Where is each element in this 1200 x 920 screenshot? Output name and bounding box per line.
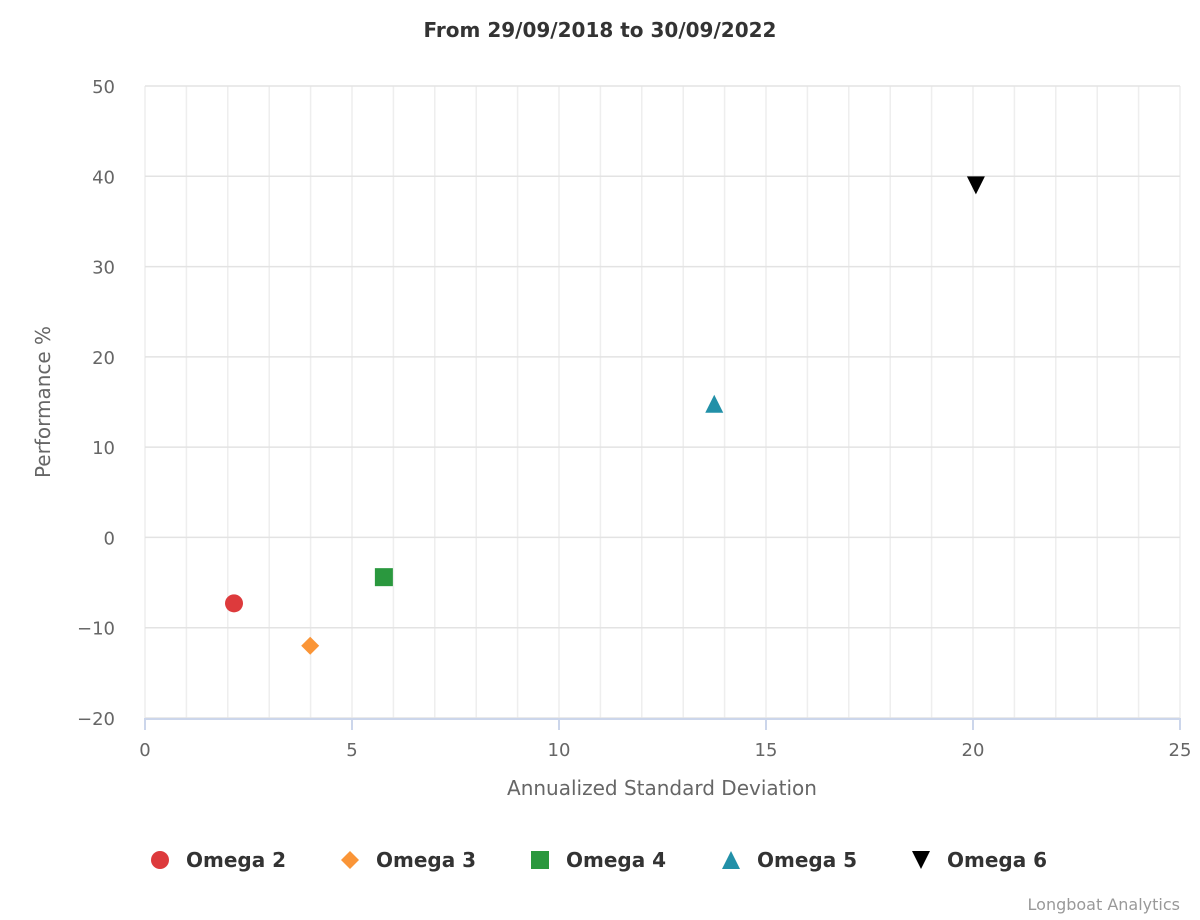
y-tick-label: 30	[92, 258, 115, 279]
legend-symbol-triangle-down-icon	[912, 851, 930, 869]
legend-item[interactable]: Omega 3	[341, 848, 476, 872]
y-tick-label: −20	[77, 709, 115, 730]
x-tick-label: 0	[139, 740, 150, 761]
x-tick-label: 5	[346, 740, 357, 761]
legend-item[interactable]: Omega 6	[912, 848, 1047, 872]
x-axis-title: Annualized Standard Deviation	[507, 776, 817, 800]
y-tick-label: 50	[92, 77, 115, 98]
y-tick-label: 0	[104, 528, 115, 549]
credits[interactable]: Longboat Analytics	[1028, 895, 1180, 914]
point-omega-6	[966, 176, 985, 195]
x-tick-label: 15	[755, 740, 778, 761]
legend-item[interactable]: Omega 2	[151, 848, 286, 872]
legend: Omega 2 Omega 3 Omega 4 Omega 5 Omega 6	[151, 848, 1047, 872]
point-omega-2	[225, 594, 244, 613]
legend-label: Omega 5	[757, 848, 857, 872]
point-omega-5	[705, 394, 724, 413]
grid	[144, 85, 1181, 719]
point-omega-3	[301, 636, 320, 655]
legend-item[interactable]: Omega 4	[531, 848, 666, 872]
legend-item[interactable]: Omega 5	[722, 848, 857, 872]
legend-symbol-diamond-icon	[341, 851, 359, 869]
x-tick-label: 20	[962, 740, 985, 761]
legend-label: Omega 4	[566, 848, 666, 872]
axes: −20 −10 0 10 20 30 40 50 0 5 10 15 20 25	[77, 77, 1191, 761]
legend-label: Omega 6	[947, 848, 1047, 872]
y-tick-label: 10	[92, 438, 115, 459]
legend-label: Omega 3	[376, 848, 476, 872]
x-tick-label: 25	[1169, 740, 1192, 761]
y-tick-label: 20	[92, 348, 115, 369]
legend-symbol-circle-icon	[151, 851, 169, 869]
y-axis-title: Performance %	[31, 326, 55, 478]
legend-symbol-triangle-icon	[722, 851, 740, 869]
x-tick-label: 10	[548, 740, 571, 761]
point-omega-4	[374, 568, 393, 587]
y-tick-label: 40	[92, 167, 115, 188]
y-tick-label: −10	[77, 619, 115, 640]
legend-label: Omega 2	[186, 848, 286, 872]
chart-title: From 29/09/2018 to 30/09/2022	[424, 18, 777, 42]
legend-symbol-square-icon	[531, 851, 549, 869]
points	[225, 176, 985, 655]
